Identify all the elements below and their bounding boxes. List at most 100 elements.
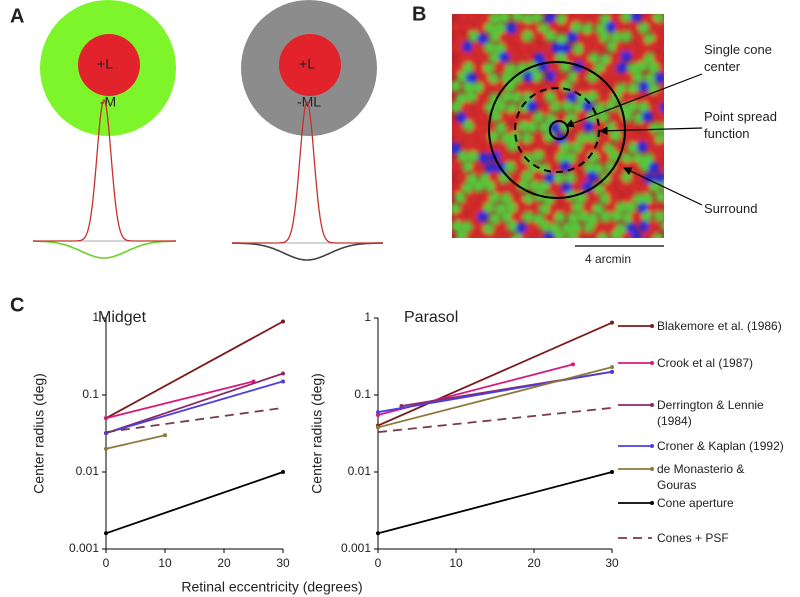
cone bbox=[452, 101, 462, 113]
cone bbox=[498, 233, 510, 238]
cone bbox=[653, 52, 664, 64]
cone bbox=[482, 80, 494, 92]
cone bbox=[633, 33, 645, 45]
cones bbox=[452, 14, 664, 238]
cone bbox=[526, 100, 538, 112]
cone bbox=[532, 91, 544, 103]
cone bbox=[528, 180, 540, 192]
legend-marker bbox=[650, 467, 654, 471]
cone bbox=[648, 62, 660, 74]
cone bbox=[638, 42, 650, 54]
cone bbox=[610, 210, 622, 222]
cone bbox=[465, 132, 477, 144]
annotation: Point spread function bbox=[704, 109, 777, 141]
cone bbox=[555, 52, 567, 64]
cone bbox=[455, 92, 467, 104]
cone bbox=[661, 163, 664, 173]
cone bbox=[517, 162, 529, 174]
cone bbox=[495, 122, 507, 134]
cone bbox=[461, 221, 473, 233]
cone bbox=[627, 142, 639, 154]
cone bbox=[620, 90, 632, 102]
cone bbox=[466, 52, 478, 64]
cone bbox=[466, 232, 478, 238]
cone bbox=[473, 222, 485, 234]
cone bbox=[621, 171, 633, 183]
cone bbox=[494, 61, 506, 73]
cone bbox=[549, 202, 561, 214]
cone bbox=[610, 130, 622, 142]
cone bbox=[477, 211, 489, 223]
x-tick-label: 0 bbox=[103, 556, 110, 570]
cone bbox=[516, 200, 528, 212]
cone bbox=[545, 70, 557, 82]
cone bbox=[660, 43, 664, 54]
cone bbox=[599, 14, 611, 25]
cone bbox=[561, 182, 573, 194]
cone bbox=[477, 33, 489, 45]
cone bbox=[609, 14, 621, 24]
cone bbox=[549, 20, 561, 32]
cone bbox=[483, 223, 495, 235]
cone bbox=[661, 221, 664, 231]
cone bbox=[476, 112, 488, 124]
cone bbox=[587, 14, 599, 25]
cone bbox=[544, 14, 556, 24]
cone bbox=[479, 193, 491, 205]
cone bbox=[474, 62, 486, 74]
cone bbox=[467, 14, 479, 24]
series-line bbox=[377, 366, 613, 429]
center-profile bbox=[232, 100, 383, 244]
cone bbox=[479, 173, 491, 185]
cone bbox=[655, 191, 664, 203]
cone bbox=[517, 180, 529, 192]
y-tick-label: 1 bbox=[364, 310, 371, 324]
y-tick-label: 0.1 bbox=[354, 387, 371, 401]
cone bbox=[655, 111, 664, 123]
panel-label: A bbox=[10, 5, 24, 27]
cone bbox=[556, 33, 568, 45]
cone bbox=[478, 152, 490, 164]
cone bbox=[498, 51, 510, 63]
cone bbox=[599, 193, 611, 205]
cone bbox=[608, 191, 620, 203]
cone bbox=[461, 101, 473, 113]
cone bbox=[654, 72, 664, 84]
cone bbox=[521, 231, 533, 238]
y-tick-label: 0.001 bbox=[69, 541, 99, 555]
cone bbox=[507, 220, 519, 232]
cone bbox=[642, 192, 654, 204]
center-disk bbox=[78, 34, 140, 96]
cone bbox=[483, 202, 495, 214]
cone bbox=[604, 62, 616, 74]
cone bbox=[505, 22, 517, 34]
cone bbox=[521, 112, 533, 124]
cone bbox=[610, 171, 622, 183]
psf-circle bbox=[514, 87, 600, 173]
cone bbox=[627, 101, 639, 113]
legend-marker bbox=[650, 501, 654, 505]
cone bbox=[553, 172, 565, 184]
cone bbox=[565, 51, 577, 63]
cone bbox=[604, 183, 616, 195]
x-tick-label: 20 bbox=[527, 556, 541, 570]
cone bbox=[633, 112, 645, 124]
cone bbox=[626, 222, 638, 234]
legend-entry: Cone aperture bbox=[657, 496, 734, 510]
cone bbox=[531, 70, 543, 82]
cone bbox=[610, 111, 622, 123]
data-point bbox=[610, 320, 614, 325]
cone bbox=[461, 200, 473, 212]
cone bbox=[582, 201, 594, 213]
cone bbox=[539, 220, 551, 232]
cone bbox=[606, 41, 618, 53]
series-line bbox=[105, 471, 284, 535]
cone bbox=[644, 72, 656, 84]
surround-profile bbox=[33, 240, 176, 259]
chart-title: Midget bbox=[98, 309, 147, 326]
cone bbox=[528, 162, 540, 174]
cone bbox=[462, 81, 474, 93]
cone bbox=[621, 72, 633, 84]
cone bbox=[494, 141, 506, 153]
